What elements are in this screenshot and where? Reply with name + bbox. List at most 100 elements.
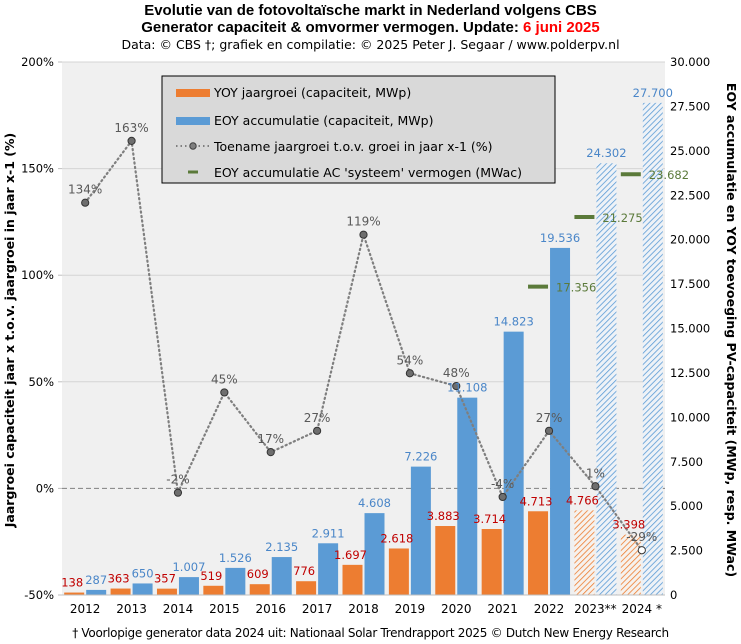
yoy-value-label: 609 [247, 567, 269, 581]
growth-marker [127, 136, 136, 145]
yoy-value-label: 519 [200, 569, 222, 583]
yoy-bar [156, 588, 177, 595]
growth-value-label: 27% [536, 411, 563, 425]
right-tick-label: 5.000 [670, 499, 703, 513]
growth-marker [359, 230, 368, 239]
yoy-value-label: 3.714 [473, 512, 506, 526]
growth-value-label: 17% [257, 432, 284, 446]
right-tick-label: 20.000 [670, 233, 710, 247]
eoy-value-label: 1.526 [219, 551, 252, 565]
eoy-value-label: 19.536 [540, 231, 580, 245]
right-tick-label: 0 [670, 588, 677, 602]
eoy-value-label: 24.302 [586, 146, 626, 160]
category-label: 2014 [163, 602, 194, 616]
yoy-value-label: 4.766 [566, 493, 599, 507]
footer-note: † Voorlopige generator data 2024 uit: Na… [72, 626, 669, 640]
right-tick-label: 7.500 [670, 455, 703, 469]
eoy-bar [318, 543, 339, 595]
eoy-bar [550, 247, 571, 595]
category-label: 2018 [348, 602, 379, 616]
legend-marker-growth [189, 142, 197, 150]
eoy-value-label: 1.007 [172, 560, 205, 574]
legend-label-eoy: EOY accumulatie (capaciteit, MWp) [214, 113, 433, 128]
yoy-value-label: 3.883 [427, 509, 460, 523]
growth-marker [405, 369, 414, 378]
eoy-bar [410, 466, 431, 595]
eoy-bar [364, 513, 385, 595]
yoy-value-label: 2.618 [380, 531, 413, 545]
chart-credits: Data: © CBS †; grafiek en compilatie: © … [121, 37, 620, 52]
left-tick-label: 100% [21, 268, 54, 282]
legend-label-growth: Toename jaargroei t.o.v. groei in jaar x… [213, 139, 493, 154]
category-label: 2019 [395, 602, 426, 616]
subtitle-prefix: Generator capaciteit & omvormer vermogen… [141, 19, 524, 36]
category-label: 2015 [209, 602, 240, 616]
eoy-value-label: 2.911 [312, 526, 345, 540]
growth-value-label: 48% [443, 366, 470, 380]
chart-title: Evolutie van de fotovoltaïsche markt in … [144, 2, 597, 19]
category-label: 2020 [441, 602, 472, 616]
eoy-bar [86, 589, 107, 595]
eoy-value-label: 11.108 [447, 381, 487, 395]
yoy-bar [528, 511, 549, 595]
growth-value-label: 54% [397, 353, 424, 367]
ac-value-label: 21.275 [602, 211, 642, 225]
yoy-bar [574, 510, 595, 595]
growth-value-label: 45% [211, 372, 238, 386]
yoy-bar [249, 584, 270, 595]
category-label: 2012 [70, 602, 101, 616]
left-tick-label: 0% [36, 481, 54, 495]
eoy-value-label: 14.823 [494, 315, 534, 329]
yoy-bar [435, 526, 456, 595]
growth-marker [544, 426, 554, 435]
eoy-bar [596, 163, 617, 595]
ac-value-label: 23.682 [649, 168, 689, 182]
legend-swatch-yoy [176, 89, 210, 97]
left-tick-label: 200% [21, 55, 54, 69]
right-tick-label: 15.000 [670, 322, 710, 336]
eoy-value-label: 650 [132, 566, 154, 580]
legend: YOY jaargroei (capaciteit, MWp) EOY accu… [161, 75, 556, 184]
category-label: 2013 [116, 602, 147, 616]
left-tick-label: 50% [28, 375, 54, 389]
yoy-value-label: 3.398 [612, 518, 645, 532]
category-label: 2016 [255, 602, 286, 616]
right-tick-label: 12.500 [670, 366, 710, 380]
yoy-value-label: 776 [293, 564, 315, 578]
right-tick-label: 25.000 [670, 144, 710, 158]
eoy-value-label: 4.608 [358, 496, 391, 510]
growth-marker [313, 426, 322, 435]
yoy-value-label: 357 [154, 572, 176, 586]
growth-marker [498, 492, 507, 502]
growth-value-label: -29% [626, 530, 657, 544]
yoy-value-label: 363 [108, 572, 130, 586]
yoy-bar [64, 592, 85, 595]
left-tick-label: -50% [24, 588, 54, 602]
category-label: 2022 [534, 602, 565, 616]
growth-value-label: -2% [166, 473, 189, 487]
right-tick-label: 22.500 [670, 188, 710, 202]
eoy-bar [178, 577, 199, 595]
eoy-value-label: 27.700 [633, 86, 673, 100]
growth-marker [637, 546, 646, 555]
eoy-bar [503, 331, 524, 595]
growth-value-label: 163% [114, 121, 148, 135]
right-tick-label: 10.000 [670, 410, 710, 424]
yoy-bar [481, 529, 502, 595]
left-axis-title: Jaargroei capaciteit jaar x t.o.v. jaarg… [2, 133, 17, 528]
growth-marker [591, 482, 600, 491]
yoy-bar [296, 581, 317, 595]
yoy-value-label: 138 [61, 576, 83, 590]
legend-label-yoy: YOY jaargroei (capaciteit, MWp) [213, 85, 411, 100]
eoy-value-label: 2.135 [265, 540, 298, 554]
right-tick-label: 30.000 [670, 55, 710, 69]
left-tick-label: 150% [21, 162, 54, 176]
growth-marker [220, 388, 229, 397]
ac-value-label: 17.356 [556, 281, 596, 295]
growth-marker [81, 198, 90, 207]
growth-marker [452, 381, 461, 391]
yoy-bar [620, 534, 641, 595]
legend-label-ac: EOY accumulatie AC 'systeem' vermogen (M… [214, 165, 522, 180]
growth-marker [266, 448, 275, 457]
